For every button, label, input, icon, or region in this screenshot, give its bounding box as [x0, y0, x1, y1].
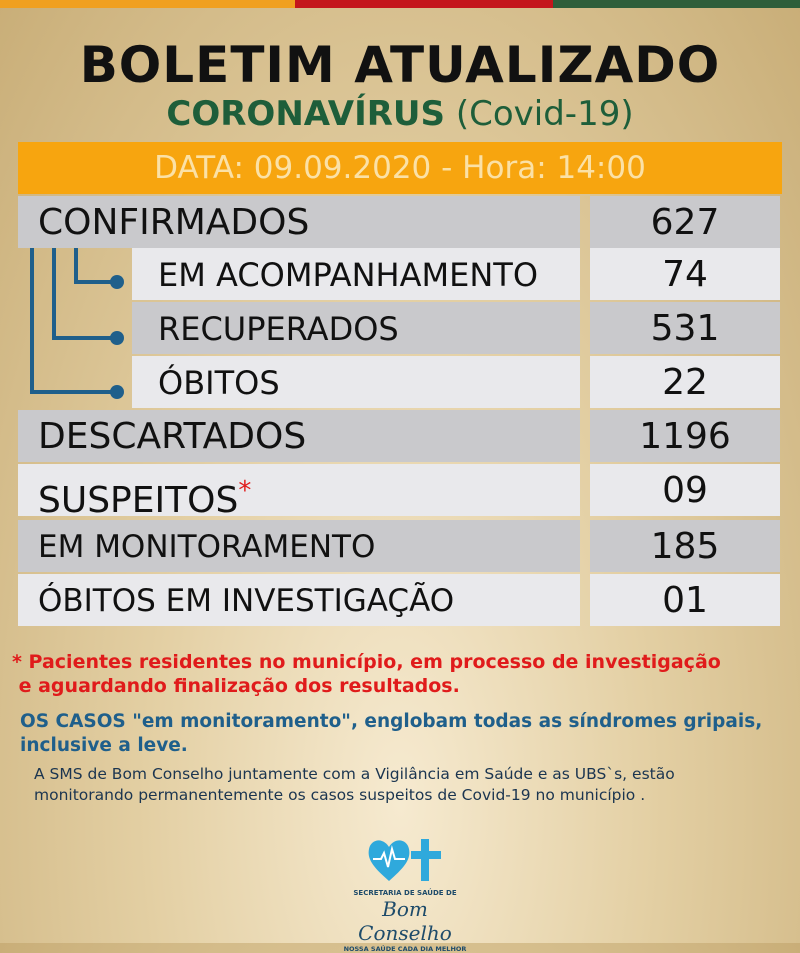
label-suspeitos: SUSPEITOS* [18, 464, 580, 521]
value-recuperados: 531 [590, 302, 780, 354]
date-banner: DATA: 09.09.2020 - Hora: 14:00 [18, 142, 782, 194]
value-acompanhamento: 74 [590, 248, 780, 300]
value-obitos: 22 [590, 356, 780, 408]
subtitle: CORONAVÍRUS (Covid-19) [0, 94, 800, 134]
note-sms: A SMS de Bom Conselho juntamente com a V… [34, 765, 675, 804]
suspeitos-text: SUSPEITOS [38, 480, 239, 521]
asterisk-marker: * [238, 476, 252, 506]
label-monitoramento: EM MONITORAMENTO [18, 520, 580, 572]
logo-line2: Bom Conselho [358, 897, 452, 945]
label-obitos: ÓBITOS [132, 356, 580, 408]
label-obitos-investigacao: ÓBITOS EM INVESTIGAÇÃO [18, 574, 580, 626]
stripe-red [295, 0, 553, 8]
label-recuperados: RECUPERADOS [132, 302, 580, 354]
logo-line1: SECRETARIA DE SAÚDE DE [353, 889, 457, 897]
value-monitoramento: 185 [590, 520, 780, 572]
heart-cross-icon [368, 839, 441, 881]
value-confirmados: 627 [590, 196, 780, 248]
subtitle-rest: (Covid-19) [455, 94, 634, 134]
note-monitoramento: OS CASOS "em monitoramento", englobam to… [20, 711, 763, 756]
value-obitos-investigacao: 01 [590, 574, 780, 626]
page-title: BOLETIM ATUALIZADO [79, 36, 721, 94]
note-suspeitos: * Pacientes residentes no município, em … [12, 651, 721, 697]
stripe-green [553, 0, 800, 8]
label-confirmados: CONFIRMADOS [18, 196, 580, 248]
label-acompanhamento: EM ACOMPANHAMENTO [132, 248, 580, 300]
value-suspeitos: 09 [590, 464, 780, 516]
label-descartados: DESCARTADOS [18, 410, 580, 462]
subtitle-bold: CORONAVÍRUS [166, 94, 446, 134]
logo-line3: NOSSA SAÚDE CADA DIA MELHOR [343, 945, 467, 953]
value-descartados: 1196 [590, 410, 780, 462]
stripe-orange [0, 0, 295, 8]
logo-secretaria: SECRETARIA DE SAÚDE DE Bom Conselho NOSS… [335, 835, 475, 953]
